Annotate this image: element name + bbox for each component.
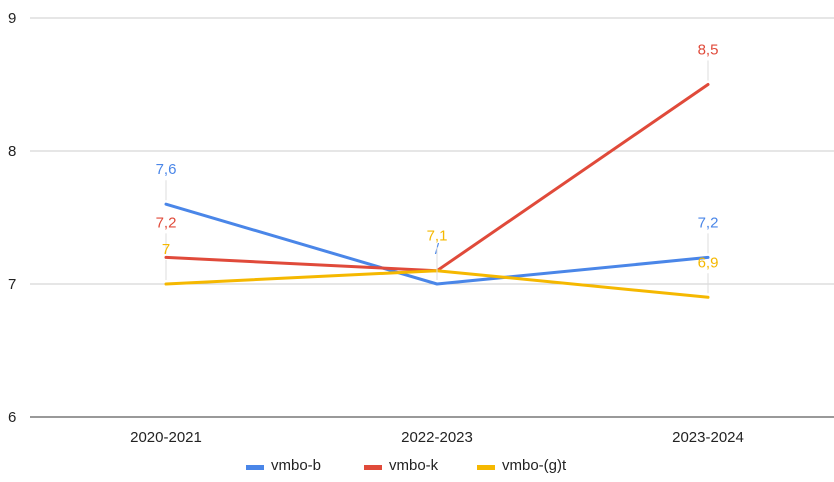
legend-swatch — [246, 465, 264, 470]
y-tick-label: 7 — [8, 276, 16, 293]
y-tick-label: 9 — [8, 10, 16, 27]
legend-item-vmbo-b[interactable]: vmbo-b — [246, 457, 321, 474]
x-tick-label: 2020-2021 — [130, 429, 202, 446]
data-label-vmbo-(g)t: 7 — [162, 241, 170, 258]
legend-label: vmbo-k — [389, 457, 439, 474]
legend-label: vmbo-(g)t — [502, 457, 567, 474]
y-tick-label: 6 — [8, 409, 16, 426]
data-label-vmbo-(g)t: 6,9 — [698, 254, 719, 271]
data-label-vmbo-b: 7,6 — [156, 161, 177, 178]
x-axis-ticks: 2020-2021 2022-2023 2023-2024 — [130, 429, 744, 446]
legend-item-vmbo-(g)t[interactable]: vmbo-(g)t — [477, 457, 567, 474]
data-label-vmbo-(g)t: 7,1 — [427, 228, 448, 245]
legend-item-vmbo-k[interactable]: vmbo-k — [364, 457, 439, 474]
legend-label: vmbo-b — [271, 457, 321, 474]
x-tick-label: 2022-2023 — [401, 429, 473, 446]
legend[interactable]: vmbo-b vmbo-k vmbo-(g)t — [246, 457, 567, 474]
gridlines — [30, 17, 834, 418]
data-label-vmbo-b: 7,2 — [698, 214, 719, 231]
y-axis-ticks: 6 7 8 9 — [8, 10, 16, 426]
legend-swatch — [477, 465, 495, 470]
series-line-vmbo-b — [164, 202, 710, 286]
y-tick-label: 8 — [8, 143, 16, 160]
x-tick-label: 2023-2024 — [672, 429, 744, 446]
legend-swatch — [364, 465, 382, 470]
data-label-vmbo-k: 8,5 — [698, 42, 719, 59]
data-labels: 7,6/7,27,28,577,16,9 — [156, 42, 719, 294]
data-label-vmbo-k: 7,2 — [156, 214, 177, 231]
